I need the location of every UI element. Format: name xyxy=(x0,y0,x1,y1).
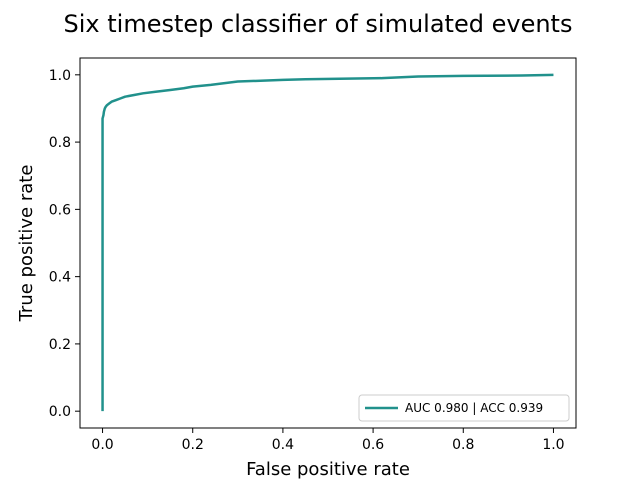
x-tick-label: 0.2 xyxy=(182,437,204,453)
y-tick-label: 1.0 xyxy=(49,68,71,84)
axes-frame xyxy=(79,57,577,429)
y-tick-label: 0.8 xyxy=(49,135,71,151)
x-tick-label: 1.0 xyxy=(542,437,564,453)
y-tick-label: 0.6 xyxy=(49,202,71,218)
legend-box xyxy=(358,394,570,422)
x-tick-label: 0.8 xyxy=(452,437,474,453)
x-axis-label: False positive rate xyxy=(246,459,410,480)
x-tick-label: 0.6 xyxy=(362,437,384,453)
chart-title: Six timestep classifier of simulated eve… xyxy=(64,10,573,38)
legend: AUC 0.980 | ACC 0.939 xyxy=(358,394,570,422)
x-tick-label: 0.0 xyxy=(91,437,113,453)
y-tick-label: 0.0 xyxy=(49,404,71,420)
y-tick-label: 0.2 xyxy=(49,337,71,353)
x-tick-label: 0.4 xyxy=(272,437,294,453)
legend-entry: AUC 0.980 | ACC 0.939 xyxy=(405,401,543,415)
plot-area xyxy=(101,73,554,412)
x-axis-ticks: 0.0 0.2 0.4 0.6 0.8 1.0 xyxy=(91,428,565,453)
series-line-0 xyxy=(101,73,554,412)
y-axis-label: True positive rate xyxy=(16,165,37,323)
y-tick-label: 0.4 xyxy=(49,270,71,286)
y-axis-ticks: 0.0 0.2 0.4 0.6 0.8 1.0 xyxy=(49,68,80,420)
